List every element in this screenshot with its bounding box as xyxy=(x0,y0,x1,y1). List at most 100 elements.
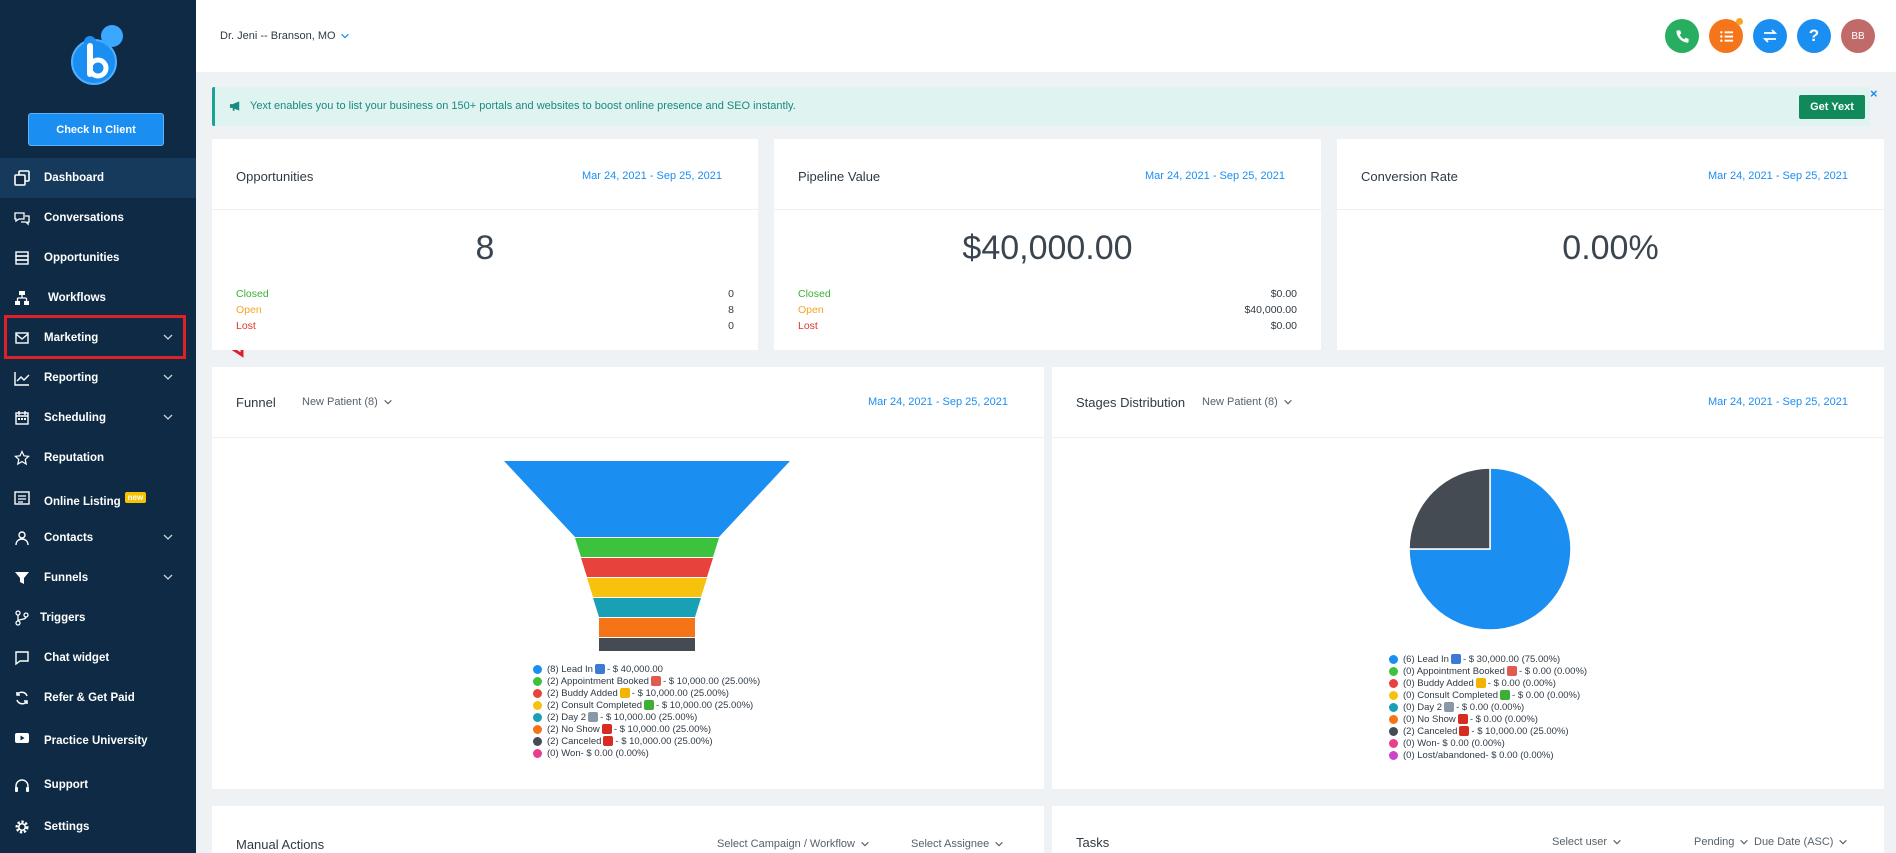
refresh-dollar-icon xyxy=(16,691,28,705)
user-select[interactable]: Select user xyxy=(1552,836,1622,848)
legend-value: - $ 0.00 (0.00%) xyxy=(1456,701,1525,713)
opportunities-total: 8 xyxy=(475,229,495,267)
funnel-segment[interactable] xyxy=(504,461,790,537)
sidebar-item-label: Funnels xyxy=(44,572,89,584)
close-banner-icon[interactable]: × xyxy=(1870,86,1878,101)
legend-label: (8) Lead In xyxy=(547,663,593,675)
stack-icon xyxy=(15,251,29,265)
sidebar-item-reporting[interactable]: Reporting xyxy=(0,358,196,398)
stat-value: $0.00 xyxy=(1270,288,1297,300)
phone-icon xyxy=(594,664,605,674)
pie-slice[interactable] xyxy=(1408,467,1491,550)
opportunities-card: Opportunities Mar 24, 2021 - Sep 25, 202… xyxy=(212,139,758,350)
sort-select[interactable]: Due Date (ASC) xyxy=(1754,836,1848,848)
card-title: Opportunities xyxy=(236,169,314,184)
check-in-client-button[interactable]: Check In Client xyxy=(28,113,164,146)
sidebar-item-label: Scheduling xyxy=(44,412,106,424)
status-select[interactable]: Pending xyxy=(1694,836,1749,848)
sidebar-item-contacts[interactable]: Contacts xyxy=(0,518,196,558)
funnel-segment[interactable] xyxy=(587,578,707,597)
conversion-rate-card: Conversion Rate Mar 24, 2021 - Sep 25, 2… xyxy=(1337,139,1884,350)
chevron-down-icon xyxy=(1613,840,1621,845)
get-yext-button[interactable]: Get Yext xyxy=(1799,95,1865,119)
sidebar-item-practice-university[interactable]: Practice University xyxy=(0,718,196,764)
sidebar-item-label: Dashboard xyxy=(44,172,105,184)
stat-label: Lost xyxy=(798,320,818,332)
megaphone-icon xyxy=(229,101,240,111)
sort-select-value: Due Date (ASC) xyxy=(1754,836,1834,848)
chevron-down-icon xyxy=(995,842,1004,847)
legend-value: - $ 10,000.00 (25.00%) xyxy=(615,735,713,747)
pipeline-select[interactable]: New Patient (8) xyxy=(302,396,393,408)
stat-value: 8 xyxy=(728,304,734,316)
legend-label: (2) Canceled xyxy=(547,735,602,747)
sidebar-item-label: Marketing xyxy=(44,332,99,344)
legend-item: (0) Day 2 - $ 0.00 (0.00%) xyxy=(1389,701,1587,713)
legend-label: (0) Lost/abandoned xyxy=(1403,749,1486,761)
date-range[interactable]: Mar 24, 2021 - Sep 25, 2021 xyxy=(1707,396,1848,408)
funnel-segment[interactable] xyxy=(581,558,713,577)
legend-label: (0) No Show xyxy=(1403,713,1456,725)
legend-swatch xyxy=(533,664,542,674)
new-badge: new xyxy=(124,492,147,503)
switch-account-button[interactable] xyxy=(1753,19,1787,53)
sidebar-item-triggers[interactable]: Triggers xyxy=(0,598,196,638)
stages-legend: (6) Lead In - $ 30,000.00 (75.00%) (0) Ap… xyxy=(1389,653,1587,761)
calendar-icon xyxy=(1506,666,1517,676)
legend-label: (0) Appointment Booked xyxy=(1403,665,1505,677)
headset-icon xyxy=(15,779,29,792)
date-range[interactable]: Mar 24, 2021 - Sep 25, 2021 xyxy=(1707,170,1848,182)
sidebar-item-settings[interactable]: Settings xyxy=(0,806,196,846)
user-avatar[interactable]: BB xyxy=(1841,19,1875,53)
sidebar-item-label: Refer & Get Paid xyxy=(44,692,135,704)
sidebar-item-reputation[interactable]: Reputation xyxy=(0,438,196,478)
smile-icon xyxy=(1475,678,1486,688)
sidebar-item-refer[interactable]: Refer & Get Paid xyxy=(0,678,196,718)
sidebar-item-marketing[interactable]: Marketing xyxy=(0,318,196,358)
phone-button[interactable] xyxy=(1665,19,1699,53)
sidebar-item-chat-widget[interactable]: Chat widget xyxy=(0,638,196,678)
sidebar-item-scheduling[interactable]: Scheduling xyxy=(0,398,196,438)
check-icon xyxy=(1500,690,1511,700)
stages-pie-chart xyxy=(1408,467,1572,631)
sidebar-item-conversations[interactable]: Conversations xyxy=(0,198,196,238)
cross-icon xyxy=(601,724,612,734)
legend-swatch xyxy=(1389,654,1398,664)
campaign-select[interactable]: Select Campaign / Workflow xyxy=(717,838,870,850)
funnel-chart xyxy=(504,461,790,651)
date-range[interactable]: Mar 24, 2021 - Sep 25, 2021 xyxy=(1144,170,1285,182)
online-listing-text: Online Listing xyxy=(44,496,121,508)
sidebar-item-label: Triggers xyxy=(40,612,86,624)
date-range[interactable]: Mar 24, 2021 - Sep 25, 2021 xyxy=(867,396,1008,408)
help-button[interactable]: ? xyxy=(1797,19,1831,53)
legend-swatch xyxy=(533,724,542,734)
brand-logo[interactable] xyxy=(68,20,128,86)
pipeline-total: $40,000.00 xyxy=(962,229,1133,267)
cross-icon xyxy=(1459,726,1470,736)
legend-swatch xyxy=(1389,750,1398,760)
funnel-segment[interactable] xyxy=(575,538,719,557)
funnel-segment[interactable] xyxy=(599,638,695,651)
legend-item: (2) No Show - $ 10,000.00 (25.00%) xyxy=(533,723,760,735)
location-switcher[interactable]: Dr. Jeni -- Branson, MO xyxy=(220,30,350,42)
sidebar-item-online-listing[interactable]: Online Listing new xyxy=(0,478,196,518)
funnel-segment[interactable] xyxy=(593,598,701,617)
sidebar-item-dashboard[interactable]: Dashboard xyxy=(0,158,196,198)
sidebar-item-workflows[interactable]: Workflows xyxy=(0,278,196,318)
sidebar-item-funnels[interactable]: Funnels xyxy=(0,558,196,598)
legend-swatch xyxy=(1389,714,1398,724)
chevron-down-icon xyxy=(384,400,392,405)
date-range[interactable]: Mar 24, 2021 - Sep 25, 2021 xyxy=(581,170,722,182)
card-title: Conversion Rate xyxy=(1361,169,1458,184)
legend-label: (0) Buddy Added xyxy=(1403,677,1474,689)
pipeline-select[interactable]: New Patient (8) xyxy=(1202,396,1293,408)
funnel-segment[interactable] xyxy=(599,618,695,637)
pipeline-select-value: New Patient (8) xyxy=(302,396,378,408)
assignee-select[interactable]: Select Assignee xyxy=(911,838,1004,850)
sidebar-item-opportunities[interactable]: Opportunities xyxy=(0,238,196,278)
funnel-legend: (8) Lead In - $ 40,000.00 (2) Appointment… xyxy=(533,663,760,759)
pipeline-value-card: Pipeline Value Mar 24, 2021 - Sep 25, 20… xyxy=(774,139,1321,350)
stat-value: $0.00 xyxy=(1270,320,1297,332)
legend-value: - $ 40,000.00 xyxy=(606,663,663,675)
sidebar-item-support[interactable]: Support xyxy=(0,764,196,806)
